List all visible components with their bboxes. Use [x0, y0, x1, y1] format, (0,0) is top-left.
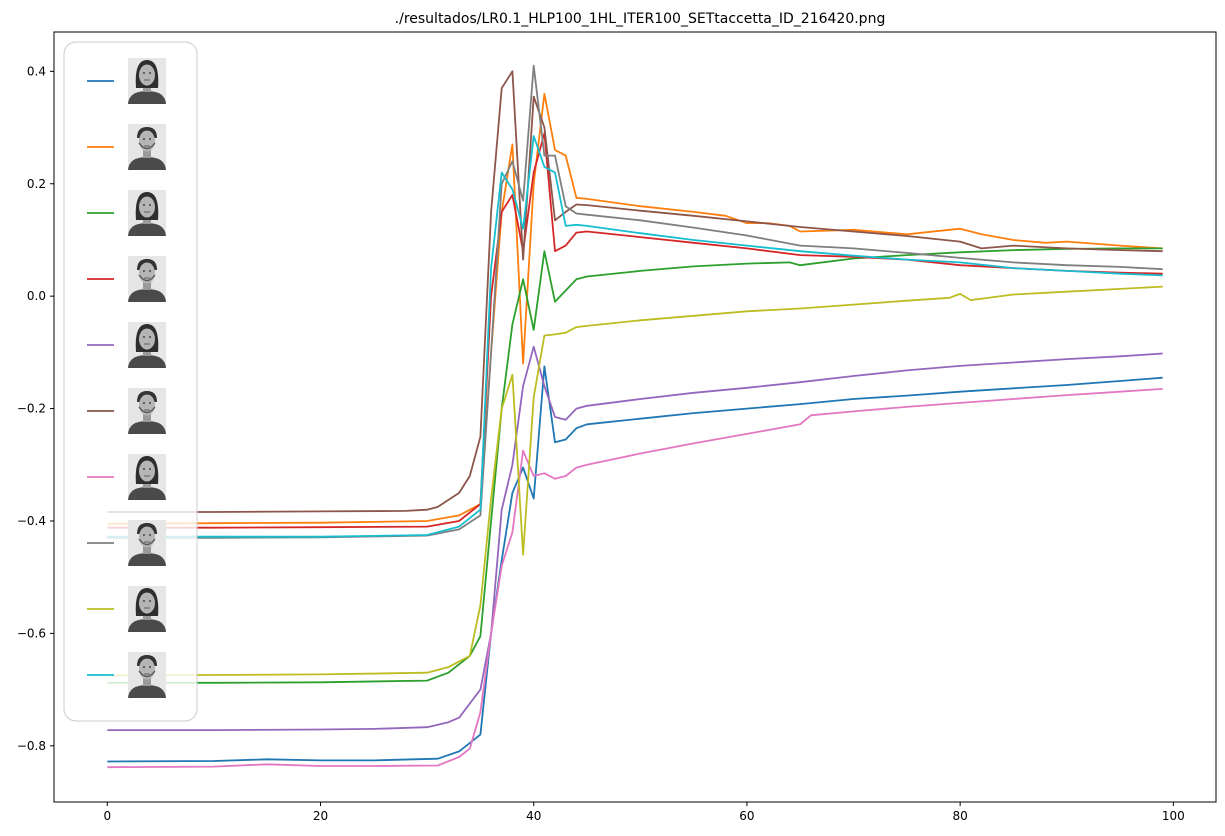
series-line-1: [107, 365, 1163, 763]
x-tick-label: 80: [953, 809, 968, 823]
series-line-6: [107, 70, 1163, 513]
face-beard: [138, 406, 156, 414]
face-eye: [149, 468, 151, 470]
male-face-icon-8: [128, 520, 166, 566]
face-shoulders: [128, 619, 166, 632]
face-head: [139, 658, 155, 680]
face-head: [139, 196, 155, 218]
y-tick-label: −0.2: [17, 402, 46, 416]
face-eye: [143, 138, 145, 140]
face-beard: [138, 274, 156, 282]
female-face-icon-7: [128, 454, 166, 500]
face-shoulders: [128, 355, 166, 368]
face-shoulders: [128, 421, 166, 434]
female-face-icon-9: [128, 586, 166, 632]
face-beard: [138, 538, 156, 546]
face-head: [139, 460, 155, 482]
face-shoulders: [128, 553, 166, 566]
x-tick-label: 60: [739, 809, 754, 823]
face-shoulders: [128, 685, 166, 698]
face-eye: [143, 270, 145, 272]
y-tick-label: −0.8: [17, 739, 46, 753]
face-eye: [149, 666, 151, 668]
x-tick-label: 0: [103, 809, 111, 823]
face-head: [139, 526, 155, 548]
series-layer: [107, 64, 1163, 769]
female-face-icon-1: [128, 58, 166, 104]
y-tick-label: −0.6: [17, 626, 46, 640]
face-shoulders: [128, 91, 166, 104]
female-face-icon-3: [128, 190, 166, 236]
face-neck: [143, 413, 151, 422]
face-eye: [143, 600, 145, 602]
legend: [63, 41, 198, 722]
face-shoulders: [128, 487, 166, 500]
series-line-3: [107, 247, 1163, 684]
male-face-icon-6: [128, 388, 166, 434]
face-eye: [149, 336, 151, 338]
face-eye: [143, 468, 145, 470]
male-face-icon-4: [128, 256, 166, 302]
face-eye: [143, 204, 145, 206]
female-face-icon-5: [128, 322, 166, 368]
x-tick-label: 20: [313, 809, 328, 823]
face-eye: [149, 204, 151, 206]
face-neck: [143, 677, 151, 686]
male-face-icon-10: [128, 652, 166, 698]
face-eye: [143, 336, 145, 338]
face-eye: [143, 534, 145, 536]
face-beard: [138, 142, 156, 150]
series-line-8: [107, 64, 1163, 539]
face-eye: [143, 666, 145, 668]
y-tick-label: 0.0: [27, 289, 46, 303]
face-neck: [143, 545, 151, 554]
series-line-10: [107, 135, 1163, 538]
male-face-icon-2: [128, 124, 166, 170]
face-eye: [143, 72, 145, 74]
face-eye: [149, 402, 151, 404]
plot-frame: [53, 31, 1217, 803]
face-head: [139, 64, 155, 86]
x-tick-label: 40: [526, 809, 541, 823]
face-eye: [149, 600, 151, 602]
face-head: [139, 130, 155, 152]
face-eye: [149, 534, 151, 536]
face-shoulders: [128, 157, 166, 170]
series-line-4: [107, 132, 1163, 529]
face-neck: [143, 149, 151, 158]
axis-layer: 0 20 40 60 80 100 −0.8 −0.6 −0.4 −0.2 0.0 0.2 0.4: [17, 64, 1185, 823]
face-shoulders: [128, 289, 166, 302]
face-eye: [149, 72, 151, 74]
face-head: [139, 592, 155, 614]
face-head: [139, 328, 155, 350]
series-line-5: [107, 345, 1163, 731]
series-line-2: [107, 92, 1163, 525]
y-tick-label: 0.2: [27, 177, 46, 191]
face-beard: [138, 670, 156, 678]
y-tick-label: −0.4: [17, 514, 46, 528]
x-tick-label: 100: [1162, 809, 1185, 823]
face-eye: [143, 402, 145, 404]
face-eye: [149, 138, 151, 140]
face-head: [139, 262, 155, 284]
y-tick-label: 0.4: [27, 64, 46, 78]
series-line-7: [107, 388, 1163, 769]
series-line-9: [107, 285, 1163, 677]
face-shoulders: [128, 223, 166, 236]
face-head: [139, 394, 155, 416]
face-neck: [143, 281, 151, 290]
face-eye: [149, 270, 151, 272]
chart-title: ./resultados/LR0.1_HLP100_1HL_ITER100_SE…: [395, 11, 886, 27]
